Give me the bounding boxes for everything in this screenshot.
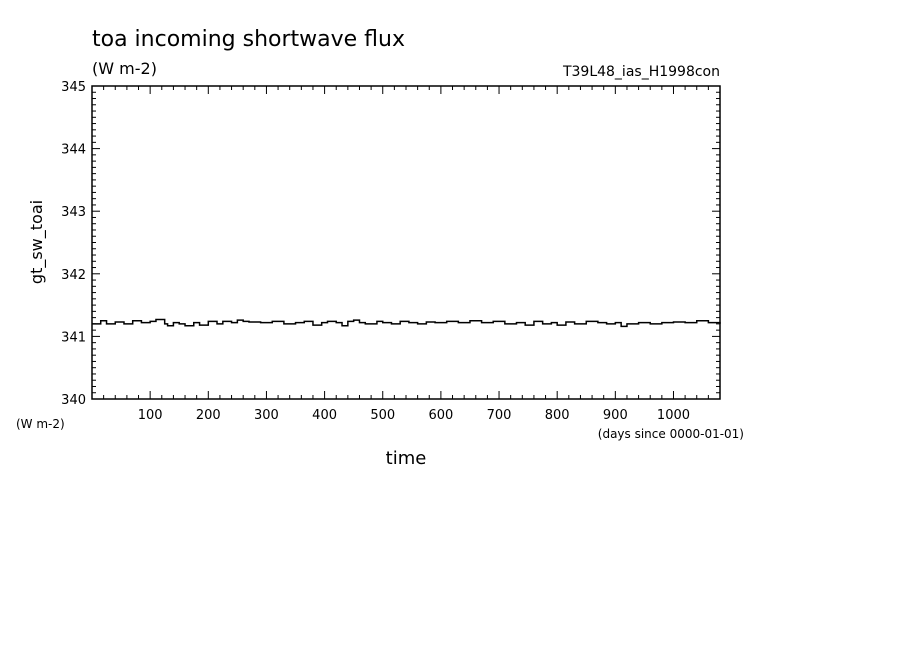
- x-tick-label: 500: [370, 408, 395, 423]
- y-tick-label: 344: [61, 143, 86, 158]
- series-line: [92, 318, 721, 328]
- chart-title: toa incoming shortwave flux: [92, 27, 405, 52]
- x-tick-label: 700: [487, 408, 512, 423]
- y-tick-label: 345: [61, 80, 86, 95]
- x-tick-label: 600: [428, 408, 453, 423]
- x-tick-label: 100: [138, 408, 163, 423]
- y-tick-label: 340: [61, 393, 86, 408]
- run-name: T39L48_ias_H1998con: [562, 64, 720, 80]
- x-tick-label: 900: [603, 408, 628, 423]
- y-tick-label: 341: [61, 330, 86, 345]
- y-axis-label: gt_sw_toai: [27, 200, 47, 284]
- x-axis-units: (days since 0000-01-01): [598, 427, 744, 441]
- x-tick-label: 400: [312, 408, 337, 423]
- units-top: (W m-2): [92, 59, 157, 78]
- tick-labels: 100 200 300 400 500 600 700 800 900 1000 340 341 342…: [61, 80, 690, 423]
- x-tick-label: 300: [254, 408, 279, 423]
- y-axis-units: (W m-2): [16, 417, 65, 431]
- y-tick-label: 343: [61, 205, 86, 220]
- axis-ticks: [92, 86, 720, 399]
- plot-frame: [91, 85, 721, 400]
- x-tick-label: 1000: [657, 408, 690, 423]
- x-tick-label: 200: [196, 408, 221, 423]
- x-axis-label: time: [386, 448, 427, 469]
- y-tick-label: 342: [61, 268, 86, 283]
- x-tick-label: 800: [545, 408, 570, 423]
- series-layer: [92, 318, 721, 328]
